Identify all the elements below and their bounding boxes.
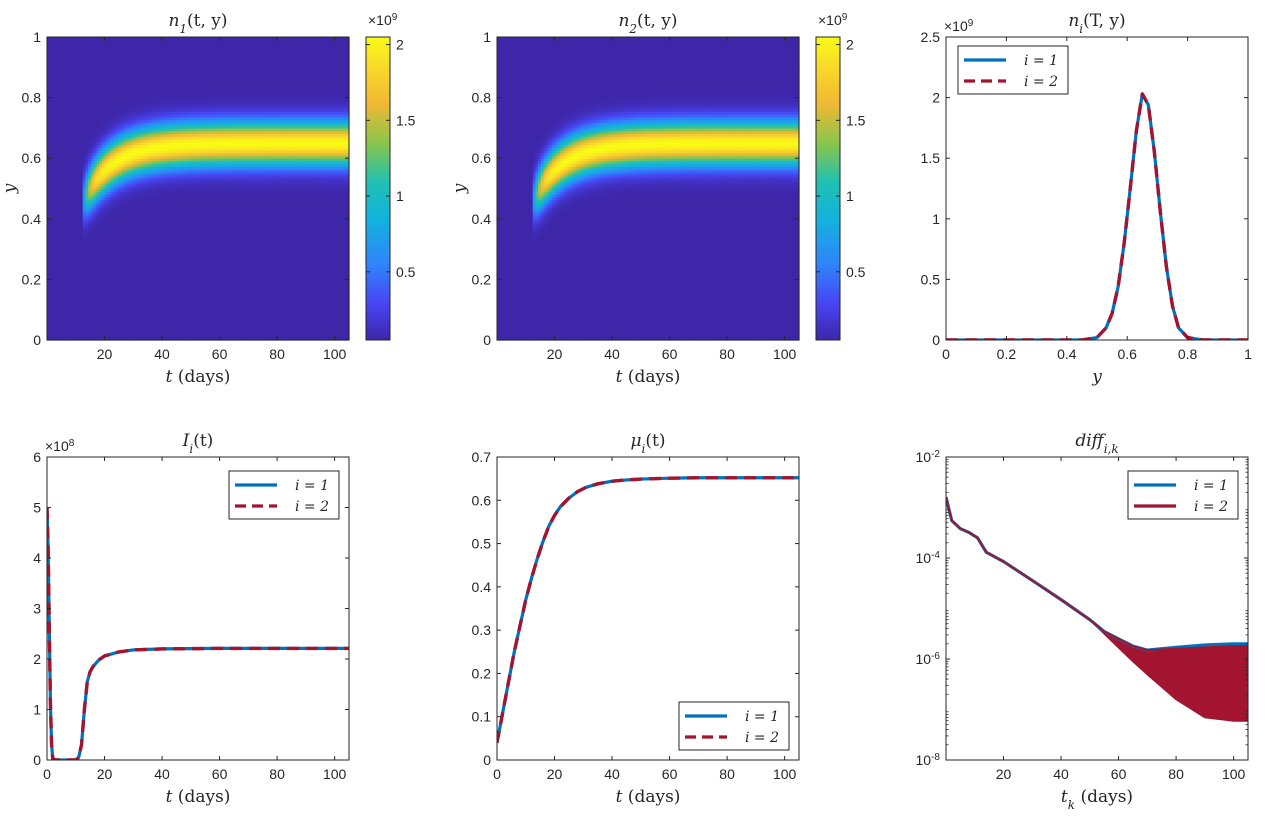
heatmap-cells xyxy=(47,37,350,341)
figure: 20 40 60 80 10000.20.40.60.81n1(t, y)t (days… xyxy=(0,0,1266,816)
